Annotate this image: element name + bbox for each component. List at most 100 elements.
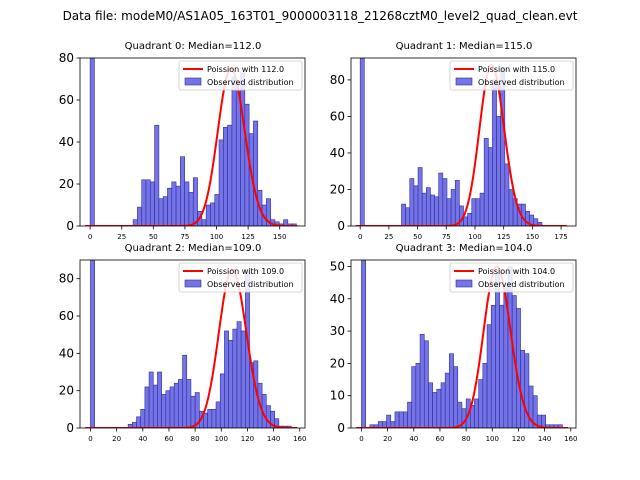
histogram-bar [136,416,141,428]
poisson-curve [85,268,298,428]
histogram-bar [496,116,501,226]
axes-frame [350,57,577,227]
histogram-bar [186,379,192,428]
y-tick-label: 20 [59,177,74,191]
histogram-bar [90,260,95,428]
x-tick-label: 150 [526,233,539,241]
histogram-bar [500,66,506,226]
x-tick-label: 120 [241,435,254,443]
x-tick-label: 50 [413,233,422,241]
histogram-bar [205,204,211,226]
histogram-bar [398,411,404,428]
x-tick-label: 40 [409,435,418,443]
quadrant-2-title: Quadrant 2: Median=109.0 [125,243,262,254]
x-tick-label: 40 [138,435,147,443]
histogram-bar [169,386,175,428]
histogram-bar [140,409,146,428]
x-tick-label: 0 [359,435,363,443]
histogram-bar [227,124,233,226]
poisson-curve [356,265,569,428]
histogram-bar [161,394,167,428]
histogram-bar [474,398,479,428]
histogram-bar [144,386,150,428]
y-tick-label: 60 [59,93,74,107]
x-tick-label: 120 [512,435,525,443]
histogram-bar [236,321,242,428]
histogram-bar [394,411,400,428]
y-tick-label: 60 [330,109,345,123]
histogram-bar [145,179,151,226]
x-tick-label: 140 [538,435,551,443]
histogram-bar [165,390,171,428]
histogram-bar [162,196,168,226]
y-tick-label: 20 [59,384,74,398]
legend-bar-swatch [184,77,202,86]
histogram-bar [413,185,419,226]
histogram-bar [157,371,162,428]
histogram-bar [192,177,198,226]
x-tick-label: 80 [191,435,200,443]
histogram-bar [194,392,200,428]
histogram-bar [471,198,477,226]
histogram-bar [463,216,468,226]
x-tick-label: 25 [117,233,126,241]
histogram-bar [520,350,526,428]
histogram-bar [240,330,246,428]
y-tick-label: 80 [59,272,74,286]
quadrant-1-title: Quadrant 1: Median=115.0 [396,41,533,52]
histogram-bar [231,76,237,226]
histogram-bar [224,330,229,428]
legend: Poission with 112.0 Observed distribution [178,60,303,91]
histogram-bar [450,189,456,226]
histogram-bar [235,91,241,226]
x-tick-label: 20 [383,435,392,443]
histogram-bar [215,401,221,428]
quadrant-3-title: Quadrant 3: Median=104.0 [396,243,533,254]
histogram-bar [274,418,280,428]
histogram-bar [478,379,484,428]
histogram-bar [487,147,493,226]
histogram-bar [219,373,225,428]
legend-curve-label: Poission with 112.0 [207,65,284,74]
histogram-bar [440,382,446,428]
histogram-bar [359,58,365,226]
x-tick-label: 100 [468,233,481,241]
x-tick-label: 60 [164,435,173,443]
histogram-bar [428,382,433,428]
y-tick-label: 30 [330,324,345,338]
quadrant-0-title: Quadrant 0: Median=112.0 [125,41,262,52]
x-tick-label: 160 [293,435,306,443]
histogram-bar [411,366,417,428]
quadrant-1-panel: Quadrant 1: Median=115.0 0 25 50 75 100 125 15… [330,41,577,241]
y-tick-label: 0 [66,219,74,233]
histogram-bar [438,172,444,226]
x-tick-label: 20 [112,435,121,443]
legend-bar-label: Observed distribution [478,78,565,87]
histogram-bar [149,181,155,226]
x-tick-label: 50 [149,233,158,241]
histogram-bar [214,194,220,226]
histogram-bar [175,185,181,226]
legend-bar-swatch [455,279,473,288]
histogram-bar [180,156,185,226]
histogram-bar [409,178,415,226]
x-tick-label: 140 [267,435,280,443]
histogram-bar [483,138,489,226]
histogram-bar [188,192,194,226]
histogram-bar [167,187,173,226]
x-tick-label: 125 [241,233,254,241]
legend: Poission with 115.0 Observed distribution [449,60,574,91]
histogram-bar [449,353,454,428]
histogram-bar [454,180,460,226]
histogram-bar [407,401,413,428]
histogram-bar [228,339,234,428]
legend: Poission with 109.0 Observed distribution [178,262,303,293]
y-tick-label: 80 [59,51,74,65]
y-tick-label: 20 [330,182,345,196]
y-tick-label: 20 [330,356,345,370]
histogram-bar [423,340,429,428]
histogram-bar [173,382,179,428]
histogram-bar [434,196,440,226]
x-tick-label: 150 [273,233,286,241]
